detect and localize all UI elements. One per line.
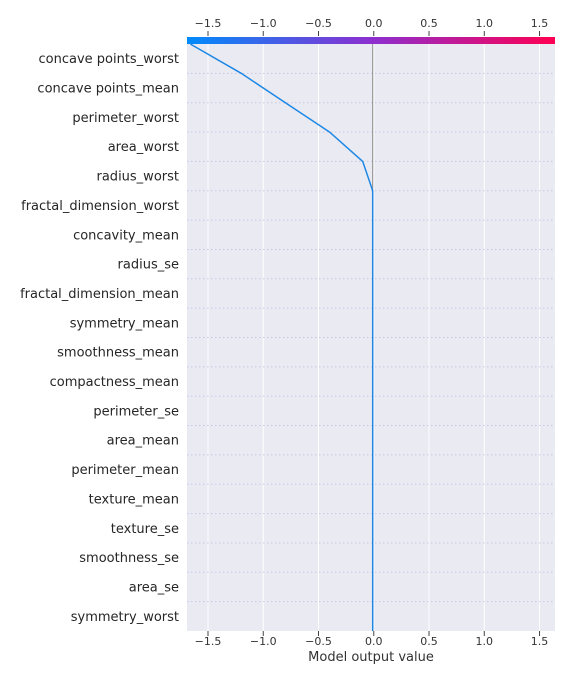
- x-axis-label: Model output value: [308, 650, 434, 665]
- bottom-tick-label: 0.0: [365, 635, 383, 648]
- feature-label: fractal_dimension_mean: [20, 287, 179, 302]
- top-tick-label: 1.0: [476, 17, 494, 30]
- decision-path-line: [189, 43, 374, 631]
- top-axis-ticks: −1.5 −1.0 −0.5 0.0 0.5 1.0 1.5: [195, 17, 549, 36]
- feature-label: concave points_worst: [38, 52, 179, 67]
- bottom-tick-label: −1.0: [250, 635, 277, 648]
- bottom-axis-ticks: −1.5 −1.0 −0.5 0.0 0.5 1.0 1.5: [195, 631, 549, 648]
- top-tick-label: −0.5: [305, 17, 332, 30]
- feature-label: perimeter_se: [93, 404, 179, 419]
- feature-label: texture_se: [111, 522, 179, 537]
- feature-label: perimeter_mean: [71, 463, 179, 478]
- bottom-tick-label: −1.5: [195, 635, 222, 648]
- feature-label: compactness_mean: [50, 375, 179, 390]
- feature-label: area_mean: [107, 434, 179, 449]
- feature-label: radius_se: [118, 258, 179, 273]
- top-tick-label: −1.5: [195, 17, 222, 30]
- feature-label: area_worst: [108, 140, 179, 155]
- feature-label: fractal_dimension_worst: [21, 199, 179, 214]
- top-tick-label: 0.5: [420, 17, 438, 30]
- feature-label: concavity_mean: [73, 228, 179, 243]
- top-tick-label: 0.0: [365, 17, 383, 30]
- feature-label: concave points_mean: [37, 82, 179, 97]
- bottom-tick-label: −0.5: [305, 635, 332, 648]
- top-tick-label: −1.0: [250, 17, 277, 30]
- feature-label: texture_mean: [89, 492, 179, 507]
- bottom-tick-label: 1.5: [531, 635, 549, 648]
- row-separators: [187, 72, 555, 603]
- feature-label: radius_worst: [97, 170, 180, 185]
- bottom-tick-label: 0.5: [420, 635, 438, 648]
- feature-label: smoothness_se: [79, 551, 179, 566]
- bottom-tick-label: 1.0: [476, 635, 494, 648]
- feature-label: perimeter_worst: [72, 111, 179, 126]
- feature-label: smoothness_mean: [57, 346, 179, 361]
- top-tick-label: 1.5: [531, 17, 549, 30]
- colorbar: [187, 37, 555, 44]
- feature-label: symmetry_worst: [71, 610, 179, 625]
- feature-label: area_se: [129, 580, 179, 595]
- feature-label: symmetry_mean: [70, 316, 179, 331]
